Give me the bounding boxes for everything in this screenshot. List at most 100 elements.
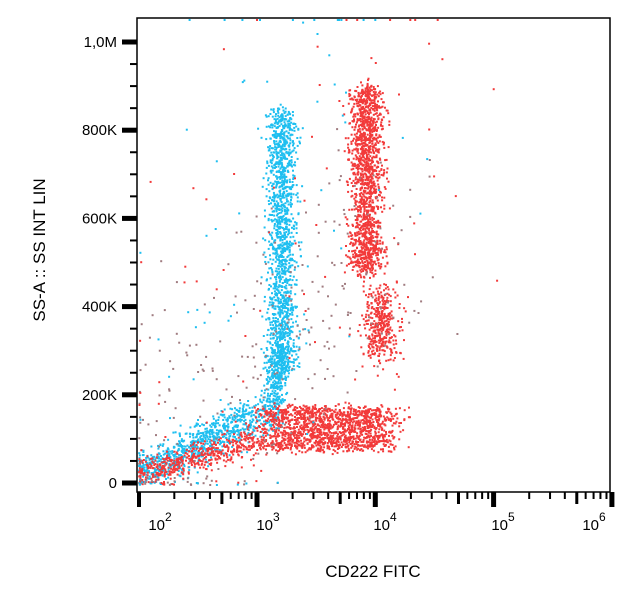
data-point <box>385 283 387 286</box>
data-point <box>356 217 359 220</box>
data-point <box>287 315 290 317</box>
data-point <box>280 166 283 169</box>
data-point <box>350 241 352 244</box>
data-point <box>366 303 369 306</box>
data-point <box>377 226 380 229</box>
data-point <box>354 251 356 254</box>
data-point <box>282 272 285 275</box>
data-point <box>369 240 372 243</box>
data-point <box>389 295 392 298</box>
data-point <box>275 328 278 331</box>
data-point <box>206 461 209 464</box>
data-point <box>282 125 285 128</box>
data-point <box>176 449 179 452</box>
data-point <box>393 446 395 449</box>
data-point <box>351 152 354 155</box>
data-point <box>270 383 273 386</box>
data-point <box>259 400 262 403</box>
data-point <box>312 432 315 435</box>
data-point <box>347 425 350 428</box>
data-point <box>275 280 278 283</box>
data-point <box>146 468 149 471</box>
data-point <box>271 306 274 309</box>
data-point <box>284 266 287 269</box>
data-point <box>287 297 290 299</box>
data-point <box>223 435 226 438</box>
data-point <box>358 160 361 162</box>
data-point <box>283 173 286 176</box>
data-point <box>283 228 286 231</box>
data-point <box>228 416 231 419</box>
data-point <box>242 413 244 416</box>
data-point <box>292 344 295 347</box>
data-point <box>356 215 359 218</box>
data-point <box>378 135 381 138</box>
data-point <box>276 393 278 396</box>
data-point <box>285 209 288 212</box>
data-point <box>363 207 366 210</box>
data-point <box>269 434 272 437</box>
data-point <box>367 421 370 424</box>
data-point <box>267 359 270 362</box>
data-point <box>272 355 275 358</box>
data-point <box>370 230 373 233</box>
data-point <box>360 162 363 165</box>
data-point <box>387 146 390 149</box>
data-point <box>371 142 374 145</box>
data-point <box>272 381 275 384</box>
data-point <box>371 167 374 170</box>
data-point <box>290 431 293 434</box>
data-point <box>364 121 367 124</box>
data-point <box>272 397 275 400</box>
data-point <box>189 435 191 438</box>
data-point <box>377 183 380 186</box>
data-point <box>226 431 229 434</box>
data-point <box>380 168 383 171</box>
data-point <box>386 315 389 318</box>
data-point <box>247 400 250 402</box>
data-point <box>278 314 281 317</box>
data-point <box>283 360 286 363</box>
data-point <box>284 379 287 381</box>
data-point <box>364 222 367 224</box>
data-point <box>377 219 380 222</box>
data-point <box>360 168 363 171</box>
data-point <box>260 136 263 139</box>
data-point <box>365 151 368 154</box>
data-point <box>365 416 368 419</box>
data-point <box>197 423 199 426</box>
data-point <box>293 345 295 348</box>
data-point <box>270 268 273 271</box>
data-point <box>287 209 290 212</box>
data-point <box>367 444 370 447</box>
data-point <box>288 259 291 262</box>
data-point <box>292 169 294 172</box>
data-point <box>287 362 289 364</box>
data-point <box>289 309 292 312</box>
data-point <box>287 233 289 236</box>
data-point <box>350 111 352 114</box>
data-point <box>289 360 292 363</box>
data-point <box>236 433 239 436</box>
data-point <box>351 107 354 110</box>
data-point <box>364 218 366 221</box>
data-point <box>363 183 366 186</box>
data-point <box>386 322 389 325</box>
data-point <box>378 113 381 116</box>
data-point <box>177 447 180 450</box>
data-point <box>294 161 296 164</box>
data-point <box>172 446 175 449</box>
data-point <box>262 335 265 337</box>
data-point <box>283 145 286 148</box>
data-point <box>287 194 290 197</box>
data-point <box>274 392 277 395</box>
data-point <box>381 119 384 121</box>
data-point <box>209 424 212 427</box>
data-point <box>283 112 286 115</box>
data-point <box>375 254 378 257</box>
data-point <box>276 320 278 323</box>
data-point <box>385 359 388 362</box>
data-point <box>210 425 213 428</box>
data-point <box>162 453 165 456</box>
data-point <box>373 223 375 226</box>
